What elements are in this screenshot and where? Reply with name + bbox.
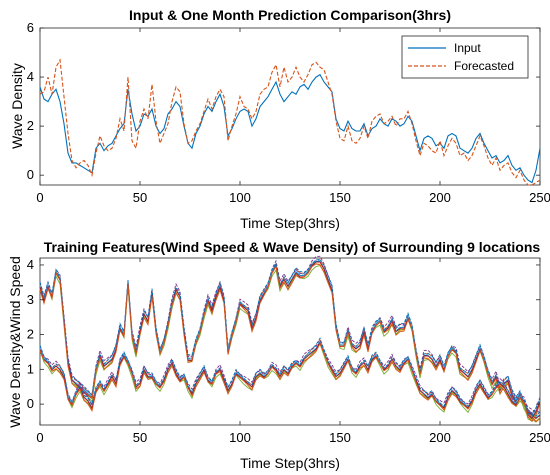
y-tick-label: 0 bbox=[27, 396, 34, 411]
wave-density-line-6 bbox=[39, 259, 541, 418]
y-tick-label: 4 bbox=[27, 257, 34, 272]
wave-density-line-5 bbox=[39, 265, 541, 423]
x-tick-label: 0 bbox=[36, 190, 43, 205]
series-line-forecasted bbox=[39, 58, 541, 186]
series-line-input bbox=[39, 73, 541, 184]
x-tick-label: 200 bbox=[429, 190, 451, 205]
chart-top-series bbox=[39, 58, 541, 186]
chart-bottom-series bbox=[39, 255, 541, 423]
y-tick-label: 0 bbox=[27, 167, 34, 182]
chart-top-y-label: Wave Density bbox=[9, 63, 25, 149]
chart-bottom-y-label: Wave Density&Wind Speed bbox=[7, 256, 23, 427]
chart-bottom-y-ticks: 0 1 2 3 4 bbox=[27, 257, 540, 411]
wind-speed-line-7 bbox=[39, 341, 541, 420]
wind-speed-line-2 bbox=[39, 338, 541, 417]
x-tick-label: 150 bbox=[329, 190, 351, 205]
chart-bottom-x-label: Time Step(3hrs) bbox=[240, 455, 340, 471]
chart-top-title: Input & One Month Prediction Comparison(… bbox=[129, 7, 451, 23]
wave-density-line-8 bbox=[39, 258, 541, 417]
y-tick-label: 1 bbox=[27, 361, 34, 376]
wind-speed-line-6 bbox=[39, 339, 541, 419]
x-tick-label: 150 bbox=[329, 430, 351, 445]
x-tick-label: 0 bbox=[36, 430, 43, 445]
chart-bottom-x-ticks: 0 50 100 150 200 250 bbox=[36, 258, 550, 445]
legend-label-input: Input bbox=[454, 41, 481, 55]
y-tick-label: 6 bbox=[27, 20, 34, 35]
legend-label-forecasted: Forecasted bbox=[454, 59, 514, 73]
wind-speed-line-9 bbox=[39, 342, 541, 423]
x-tick-label: 50 bbox=[133, 190, 147, 205]
x-tick-label: 100 bbox=[229, 430, 251, 445]
wind-speed-line-8 bbox=[39, 337, 541, 417]
x-tick-label: 100 bbox=[229, 190, 251, 205]
y-tick-label: 3 bbox=[27, 292, 34, 307]
chart-top: Input & One Month Prediction Comparison(… bbox=[9, 7, 550, 231]
chart-bottom-title: Training Features(Wind Speed & Wave Dens… bbox=[44, 239, 541, 255]
x-tick-label: 200 bbox=[429, 430, 451, 445]
x-tick-label: 50 bbox=[133, 430, 147, 445]
chart-top-x-label: Time Step(3hrs) bbox=[240, 215, 340, 231]
y-tick-label: 2 bbox=[27, 327, 34, 342]
y-tick-label: 4 bbox=[27, 69, 34, 84]
legend-box bbox=[401, 35, 529, 79]
wind-speed-line-4 bbox=[39, 338, 541, 415]
x-tick-label: 250 bbox=[529, 190, 550, 205]
chart-top-y-ticks: 0 2 4 6 bbox=[27, 20, 540, 182]
wave-density-line-9 bbox=[39, 263, 541, 423]
chart-top-legend: Input Forecasted bbox=[401, 35, 529, 79]
chart-top-x-ticks: 0 50 100 150 200 250 bbox=[36, 28, 550, 205]
y-tick-label: 2 bbox=[27, 118, 34, 133]
x-tick-label: 250 bbox=[529, 430, 550, 445]
chart-bottom: Training Features(Wind Speed & Wave Dens… bbox=[7, 239, 550, 471]
